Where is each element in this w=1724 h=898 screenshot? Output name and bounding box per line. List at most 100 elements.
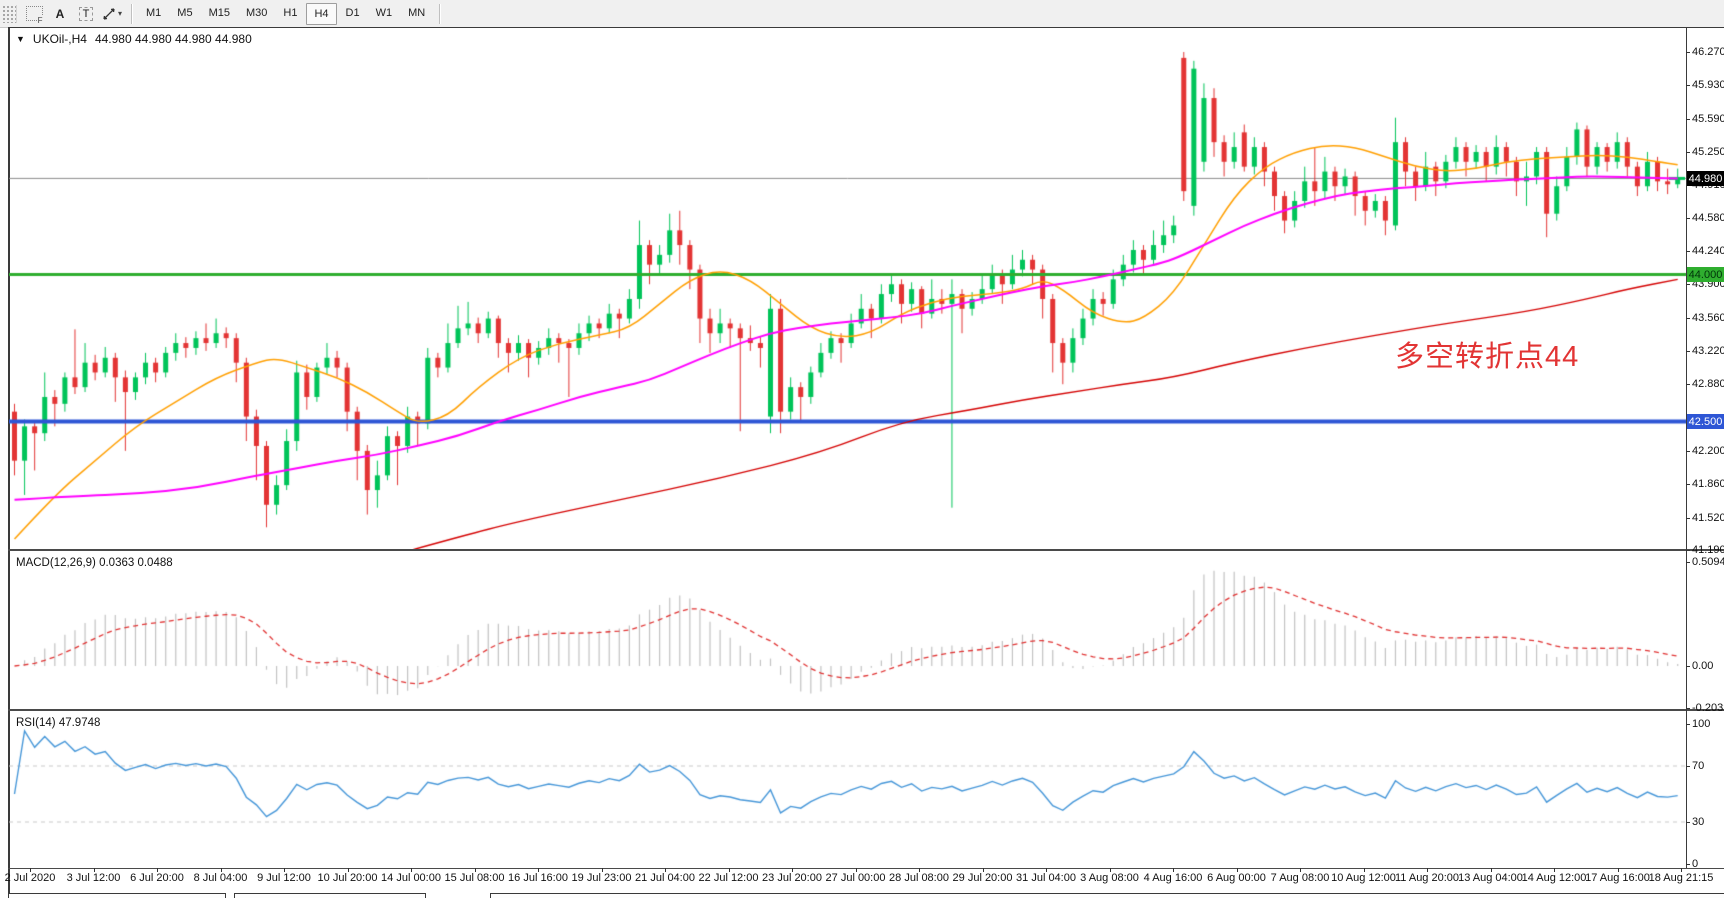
date-axis-label: 22 Jul 12:00	[698, 872, 759, 884]
macd-indicator-canvas[interactable]	[9, 552, 1686, 709]
date-tick	[1300, 868, 1301, 872]
dotted-grid-f-icon: F	[25, 6, 44, 25]
date-tick	[284, 868, 285, 872]
toolbar-separator	[131, 3, 132, 24]
toolbar-drag-handle[interactable]	[2, 4, 17, 23]
text-tool-icon[interactable]: T	[74, 3, 98, 24]
date-tick	[665, 868, 666, 872]
price-axis-label: 45.930	[1692, 79, 1724, 92]
chart-tab[interactable]	[234, 893, 426, 898]
date-tick	[220, 868, 222, 872]
date-axis-label: 27 Jul 00:00	[825, 872, 886, 884]
axis-tick	[1686, 666, 1690, 667]
timeframe-button-M1[interactable]: M1	[146, 6, 162, 19]
date-axis-label: 14 Aug 12:00	[1521, 872, 1587, 884]
axis-tick	[1686, 217, 1690, 219]
chevron-down-icon: ▾	[117, 9, 122, 18]
macd-axis-label: 0.5094	[1692, 555, 1724, 568]
date-axis-label: 2 Jul 2020	[4, 872, 56, 884]
panel-separator	[8, 868, 1724, 869]
price-badge: 42.500	[1687, 414, 1724, 430]
toolbar-separator	[439, 3, 441, 24]
chart-tab[interactable]	[8, 893, 226, 898]
rsi-indicator-canvas[interactable]	[9, 712, 1686, 867]
axis-tick	[1686, 549, 1690, 551]
rsi-label: RSI(14) 47.9748	[16, 717, 101, 729]
axis-tick	[1686, 484, 1690, 486]
price-axis-label: 42.880	[1692, 378, 1724, 391]
date-axis-label: 10 Jul 20:00	[317, 872, 378, 884]
panel-separator[interactable]	[8, 709, 1724, 711]
timeframe-button-W1[interactable]: W1	[375, 6, 393, 19]
rsi-axis-label: 100	[1692, 718, 1711, 730]
date-axis-label: 13 Aug 04:00	[1458, 872, 1523, 884]
price-axis-label: 43.560	[1692, 311, 1724, 324]
date-tick	[601, 868, 603, 872]
price-axis-label: 46.270	[1692, 46, 1724, 58]
timeframe-button-H4[interactable]: H4	[306, 2, 337, 25]
arrows-object-tool[interactable]: ▾	[100, 3, 124, 24]
axis-tick	[1686, 707, 1690, 709]
date-axis-label: 11 Aug 20:00	[1394, 872, 1460, 884]
price-axis-label: 41.860	[1692, 478, 1724, 491]
date-tick	[1363, 868, 1365, 872]
date-tick	[1490, 868, 1492, 872]
date-axis-label: 23 Jul 20:00	[762, 872, 822, 884]
price-axis-label: 45.250	[1692, 145, 1724, 158]
macd-axis-label: -0.2032	[1692, 701, 1724, 714]
price-axis-label: 41.520	[1692, 511, 1724, 524]
date-tick	[792, 868, 793, 872]
date-axis-label: 18 Aug 21:15	[1648, 872, 1714, 884]
timeframe-button-H1[interactable]: H1	[283, 6, 298, 19]
toolbar: F A T ▾ M1 M5 M15 M30 H1 H4 D1 W1 MN	[0, 0, 1724, 28]
axis-tick	[1686, 517, 1690, 519]
date-axis-label: 10 Aug 12:00	[1331, 872, 1396, 884]
date-axis-label: 16 Jul 16:00	[508, 872, 568, 884]
chart-title: ▼ UKOil-,H4 44.980 44.980 44.980 44.980	[16, 32, 252, 46]
date-tick	[1236, 868, 1238, 872]
indicator-window-icon[interactable]: F	[22, 3, 46, 25]
timeframe-button-MN[interactable]: MN	[408, 6, 426, 19]
date-tick	[157, 868, 158, 872]
date-tick	[347, 868, 349, 872]
diagonal-arrows-icon	[103, 7, 115, 20]
date-tick	[538, 868, 539, 872]
chart-tab[interactable]	[490, 893, 1724, 898]
axis-tick	[1686, 85, 1690, 87]
date-tick	[474, 868, 476, 872]
axis-tick	[1686, 766, 1690, 767]
date-tick	[1617, 868, 1619, 872]
rsi-axis-label: 70	[1692, 760, 1705, 772]
date-tick	[1109, 868, 1111, 872]
axis-tick	[1686, 350, 1690, 352]
date-axis-label: 19 Jul 23:00	[571, 872, 632, 884]
timeframe-button-M30[interactable]: M30	[245, 6, 268, 19]
price-axis-rail	[1686, 27, 1687, 868]
axis-tick	[1686, 822, 1690, 823]
price-axis-label: 41.190	[1692, 543, 1724, 556]
cursor-tool-icon[interactable]: A	[48, 3, 72, 24]
date-axis-label: 14 Jul 00:00	[381, 872, 441, 884]
date-axis-label: 8 Jul 04:00	[193, 872, 248, 884]
axis-tick	[1686, 724, 1690, 725]
date-tick	[1681, 868, 1682, 872]
candlestick-chart-canvas[interactable]	[9, 28, 1686, 549]
price-axis-label: 45.590	[1692, 112, 1724, 125]
timeframe-button-M15[interactable]: M15	[208, 6, 230, 19]
date-tick	[855, 868, 857, 872]
date-axis-label: 3 Aug 08:00	[1080, 872, 1139, 884]
date-tick	[1173, 868, 1174, 872]
date-tick	[919, 868, 920, 872]
timeframe-button-M5[interactable]: M5	[177, 6, 193, 19]
timeframe-button-D1[interactable]: D1	[345, 6, 360, 19]
panel-separator[interactable]	[8, 549, 1724, 551]
date-axis-label: 17 Aug 16:00	[1585, 872, 1650, 884]
date-tick	[1554, 868, 1555, 872]
text-annotation[interactable]: 多空转折点44	[1395, 341, 1580, 373]
axis-tick	[1686, 151, 1690, 153]
triangle-down-icon[interactable]: ▼	[16, 34, 25, 44]
axis-tick	[1686, 118, 1690, 120]
date-axis-label: 31 Jul 04:00	[1016, 872, 1076, 884]
price-axis-label: 42.200	[1692, 444, 1724, 457]
